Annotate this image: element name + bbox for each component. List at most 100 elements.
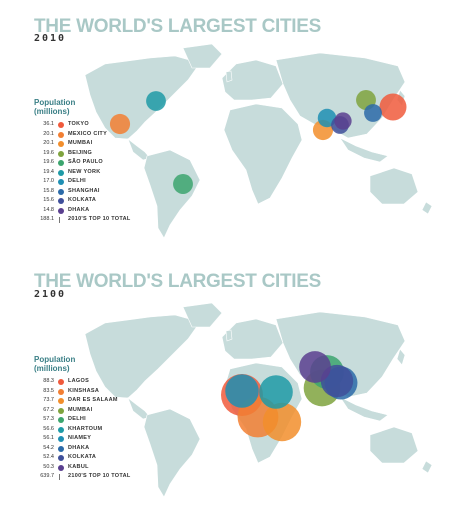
legend-item-lagos: 88.3 LAGOS — [34, 377, 154, 387]
continent-africa — [223, 103, 303, 205]
legend-value: 57.3 — [43, 416, 54, 422]
legend-value: 56.6 — [43, 425, 54, 432]
legend-total: 188.1 2010'S TOP 10 TOTAL — [34, 215, 154, 225]
legend-item-dar-es-salaam: 73.7 DAR ES SALAAM — [34, 396, 154, 406]
legend-label: DAR ES SALAAM — [68, 397, 118, 403]
legend-value: 54.2 — [43, 444, 54, 451]
legend-value: 15.6 — [43, 197, 54, 203]
legend-swatch — [58, 436, 64, 442]
legend-label: SÃO PAULO — [68, 159, 103, 165]
legend-label: DELHI — [68, 178, 86, 184]
map-panel-2010: THE WORLD'S LARGEST CITIES 2010 Populati… — [34, 16, 433, 239]
legend-swatch — [58, 398, 64, 404]
legend-label: TOKYO — [68, 121, 89, 127]
legend-item-shanghai: 15.8 SHANGHAI — [34, 187, 154, 197]
legend-label: SHANGHAI — [68, 187, 100, 194]
legend-total-bar — [59, 217, 60, 223]
legend-item-khartoum: 56.6 KHARTOUM — [34, 425, 154, 435]
continent-australia — [369, 426, 419, 464]
legend-value: 19.4 — [43, 168, 54, 175]
legend-item-mumbai: 20.1 MUMBAI — [34, 139, 154, 149]
legend-item-kolkata: 52.4 KOLKATA — [34, 453, 154, 463]
legend-swatch — [58, 407, 64, 414]
bubbles-2100 — [221, 351, 358, 442]
legend-swatch — [58, 388, 64, 395]
legend-value: 73.7 — [43, 397, 54, 403]
legend-label: KINSHASA — [68, 387, 100, 394]
legend-item-sao-paulo: 19.6 SÃO PAULO — [34, 158, 154, 168]
legend-item-delhi: 57.3 DELHI — [34, 415, 154, 425]
continent-uk — [225, 70, 233, 83]
panel-title: THE WORLD'S LARGEST CITIES — [34, 271, 321, 292]
legend-total: 639.7 2100'S TOP 10 TOTAL — [34, 472, 154, 482]
bubble-new-york — [146, 91, 166, 111]
legend-swatch — [58, 188, 64, 195]
legend-label: KOLKATA — [68, 454, 97, 460]
legend-label: LAGOS — [68, 378, 90, 384]
legend-swatch — [58, 207, 64, 214]
legend-rows: 88.3 LAGOS 83.5 KINSHASA 73.7 DAR ES SALAAM 67… — [34, 377, 154, 482]
continent-europe — [221, 318, 284, 360]
legend-swatch — [58, 179, 64, 185]
legend-2100: Population (millions) 88.3 LAGOS 83.5 KINSH… — [34, 355, 154, 482]
continent-north-america — [84, 314, 201, 399]
panel-year: 2100 — [34, 289, 67, 300]
legend-item-niamey: 56.1 NIAMEY — [34, 434, 154, 444]
legend-item-beijing: 19.6 BEIJING — [34, 149, 154, 159]
legend-label: KOLKATA — [68, 197, 97, 203]
bubble-shanghai — [364, 104, 382, 122]
legend-item-kolkata: 15.6 KOLKATA — [34, 196, 154, 206]
legend-item-dhaka: 54.2 DHAKA — [34, 444, 154, 454]
bubble-tokyo — [379, 93, 407, 121]
legend-swatch — [58, 445, 64, 452]
legend-2010: Population (millions) 36.1 TOKYO 20.1 MEXIC… — [34, 98, 154, 225]
legend-total-label: 2100'S TOP 10 TOTAL — [68, 473, 131, 479]
legend-item-dhaka: 14.8 DHAKA — [34, 206, 154, 216]
legend-value: 52.4 — [43, 454, 54, 460]
legend-title: Population (millions) — [34, 98, 76, 116]
legend-label: KHARTOUM — [68, 425, 103, 432]
legend-label: DHAKA — [68, 444, 90, 451]
legend-label: NIAMEY — [68, 435, 92, 441]
legend-title: Population (millions) — [34, 355, 76, 373]
legend-label: NEW YORK — [68, 168, 101, 175]
legend-item-tokyo: 36.1 TOKYO — [34, 120, 154, 130]
continent-greenland — [182, 302, 223, 328]
continent-japan — [396, 348, 406, 366]
legend-value: 56.1 — [43, 435, 54, 441]
panel-title: THE WORLD'S LARGEST CITIES — [34, 16, 321, 37]
legend-label: MUMBAI — [68, 406, 93, 413]
bubble-khartoum — [259, 375, 293, 409]
legend-swatch — [58, 141, 64, 147]
legend-item-kabul: 50.3 KABUL — [34, 463, 154, 473]
legend-value: 20.1 — [43, 130, 54, 137]
legend-swatch — [58, 417, 64, 423]
legend-swatch — [58, 160, 64, 166]
bubble-kabul — [299, 351, 331, 383]
legend-item-new-york: 19.4 NEW YORK — [34, 168, 154, 178]
legend-label: MUMBAI — [68, 140, 93, 146]
continent-new-zealand — [421, 460, 433, 474]
legend-value: 88.3 — [43, 378, 54, 384]
continent-new-zealand — [421, 201, 433, 215]
legend-swatch — [58, 169, 64, 176]
legend-label: KABUL — [68, 463, 89, 470]
legend-value: 19.6 — [43, 159, 54, 165]
legend-swatch — [58, 131, 64, 138]
continent-southeast-asia — [339, 137, 389, 163]
continent-australia — [369, 167, 419, 205]
legend-label: MEXICO CITY — [68, 130, 108, 137]
legend-value: 20.1 — [43, 140, 54, 146]
legend-value: 50.3 — [43, 463, 54, 470]
legend-label: DHAKA — [68, 206, 90, 213]
legend-value: 67.2 — [43, 406, 54, 413]
continent-southeast-asia — [339, 396, 389, 422]
bubble-niamey — [225, 374, 259, 408]
legend-item-kinshasa: 83.5 KINSHASA — [34, 387, 154, 397]
continent-uk — [225, 329, 233, 342]
legend-swatch — [58, 198, 64, 204]
legend-swatch — [58, 455, 64, 461]
legend-value: 83.5 — [43, 387, 54, 394]
legend-swatch — [58, 464, 64, 471]
legend-swatch — [58, 122, 64, 128]
